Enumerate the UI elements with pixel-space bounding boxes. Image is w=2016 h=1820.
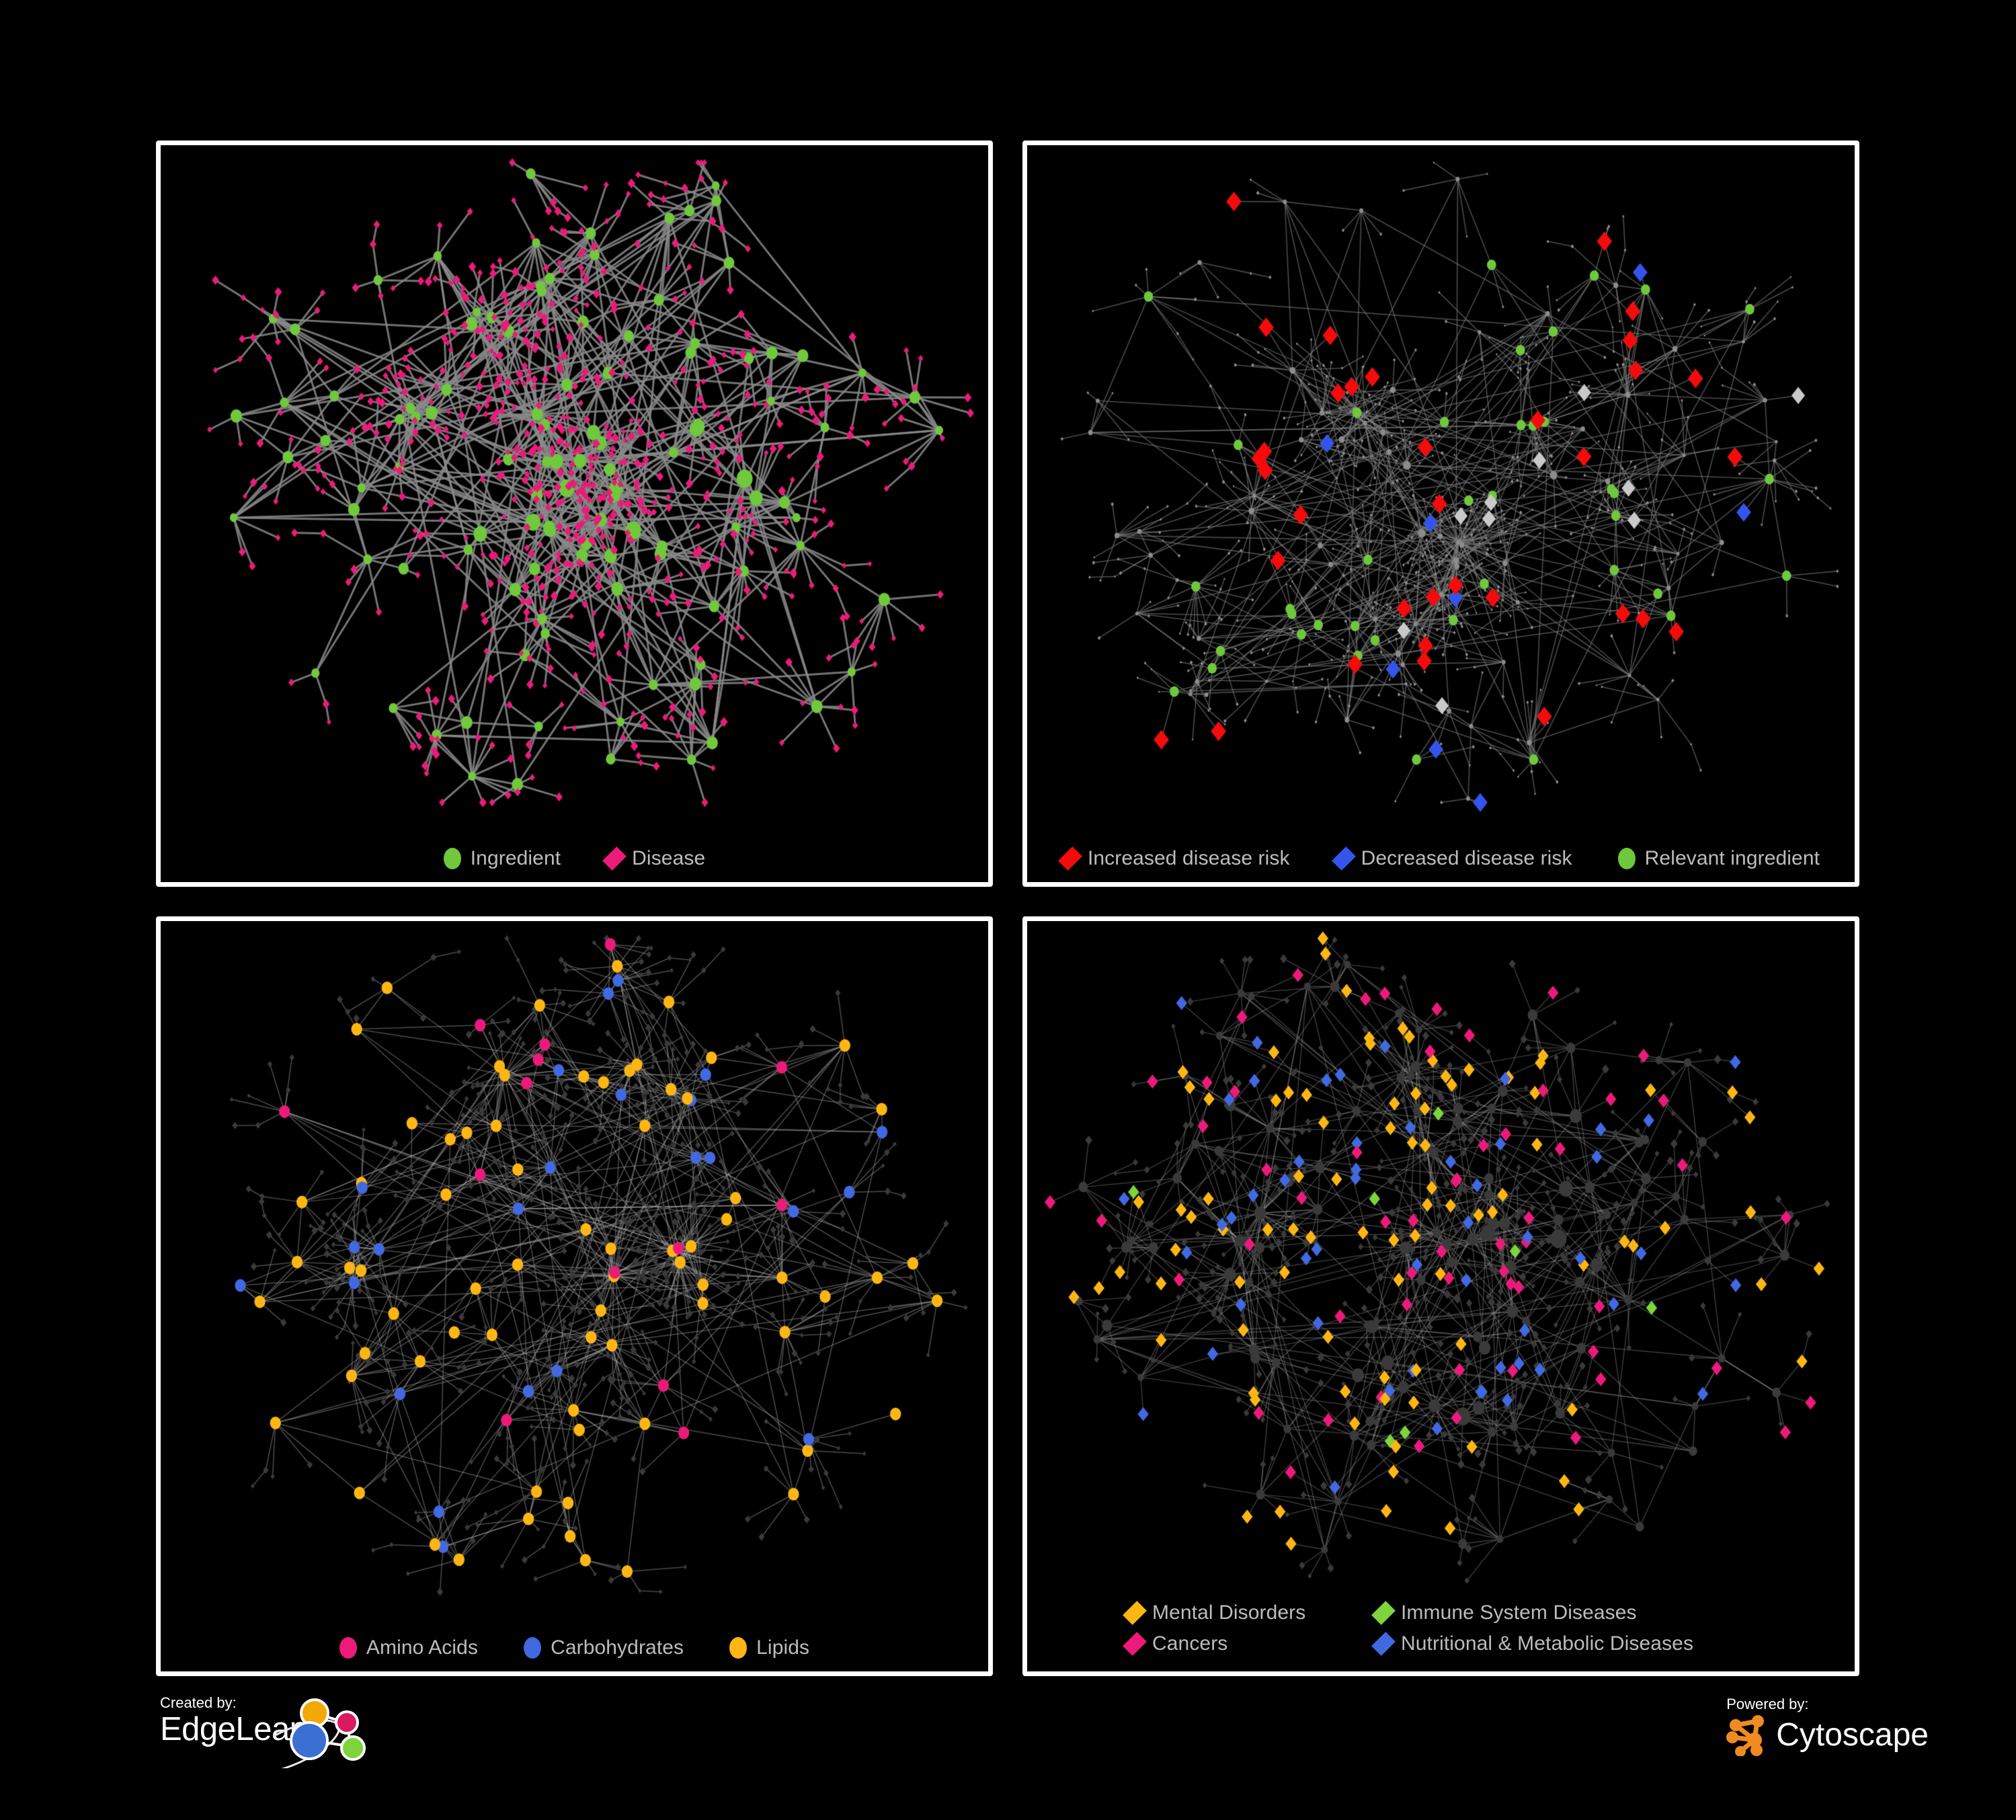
cytoscape-wordmark: Cytoscape [1776,1717,1929,1753]
edgeleap-logo: Created by: EdgeLeap [160,1694,366,1768]
network-canvas-ingredient-disease[interactable] [161,145,988,882]
powered-by-caption: Powered by: [1726,1696,1809,1712]
cytoscape-network-icon [1726,1715,1765,1756]
cytoscape-logo: Cytoscape [1726,1714,1929,1756]
created-by-caption: Created by: [160,1694,237,1711]
footer: Created by: EdgeLeap Powered by: [0,1681,2016,1820]
powered-by-block: Powered by: [1726,1696,1929,1756]
network-canvas-disease-categories[interactable] [1027,921,1855,1671]
network-canvas-nutrient-classes[interactable] [161,921,988,1671]
panel-disease-categories[interactable]: Mental Disorders Immune System Diseases … [1022,916,1859,1676]
panel-grid: Ingredient Disease Increased disease ris… [156,141,1859,1677]
created-by-block: Created by: EdgeLeap [160,1694,366,1768]
panel-disease-risk[interactable]: Increased disease risk Decreased disease… [1022,141,1859,887]
edgeleap-wordmark: EdgeLeap [160,1711,308,1747]
panel-ingredient-disease[interactable]: Ingredient Disease [156,141,993,887]
panel-nutrient-classes[interactable]: Amino Acids Carbohydrates Lipids [156,916,993,1676]
network-canvas-disease-risk[interactable] [1027,145,1855,882]
edgeleap-network-mark [273,1698,366,1768]
